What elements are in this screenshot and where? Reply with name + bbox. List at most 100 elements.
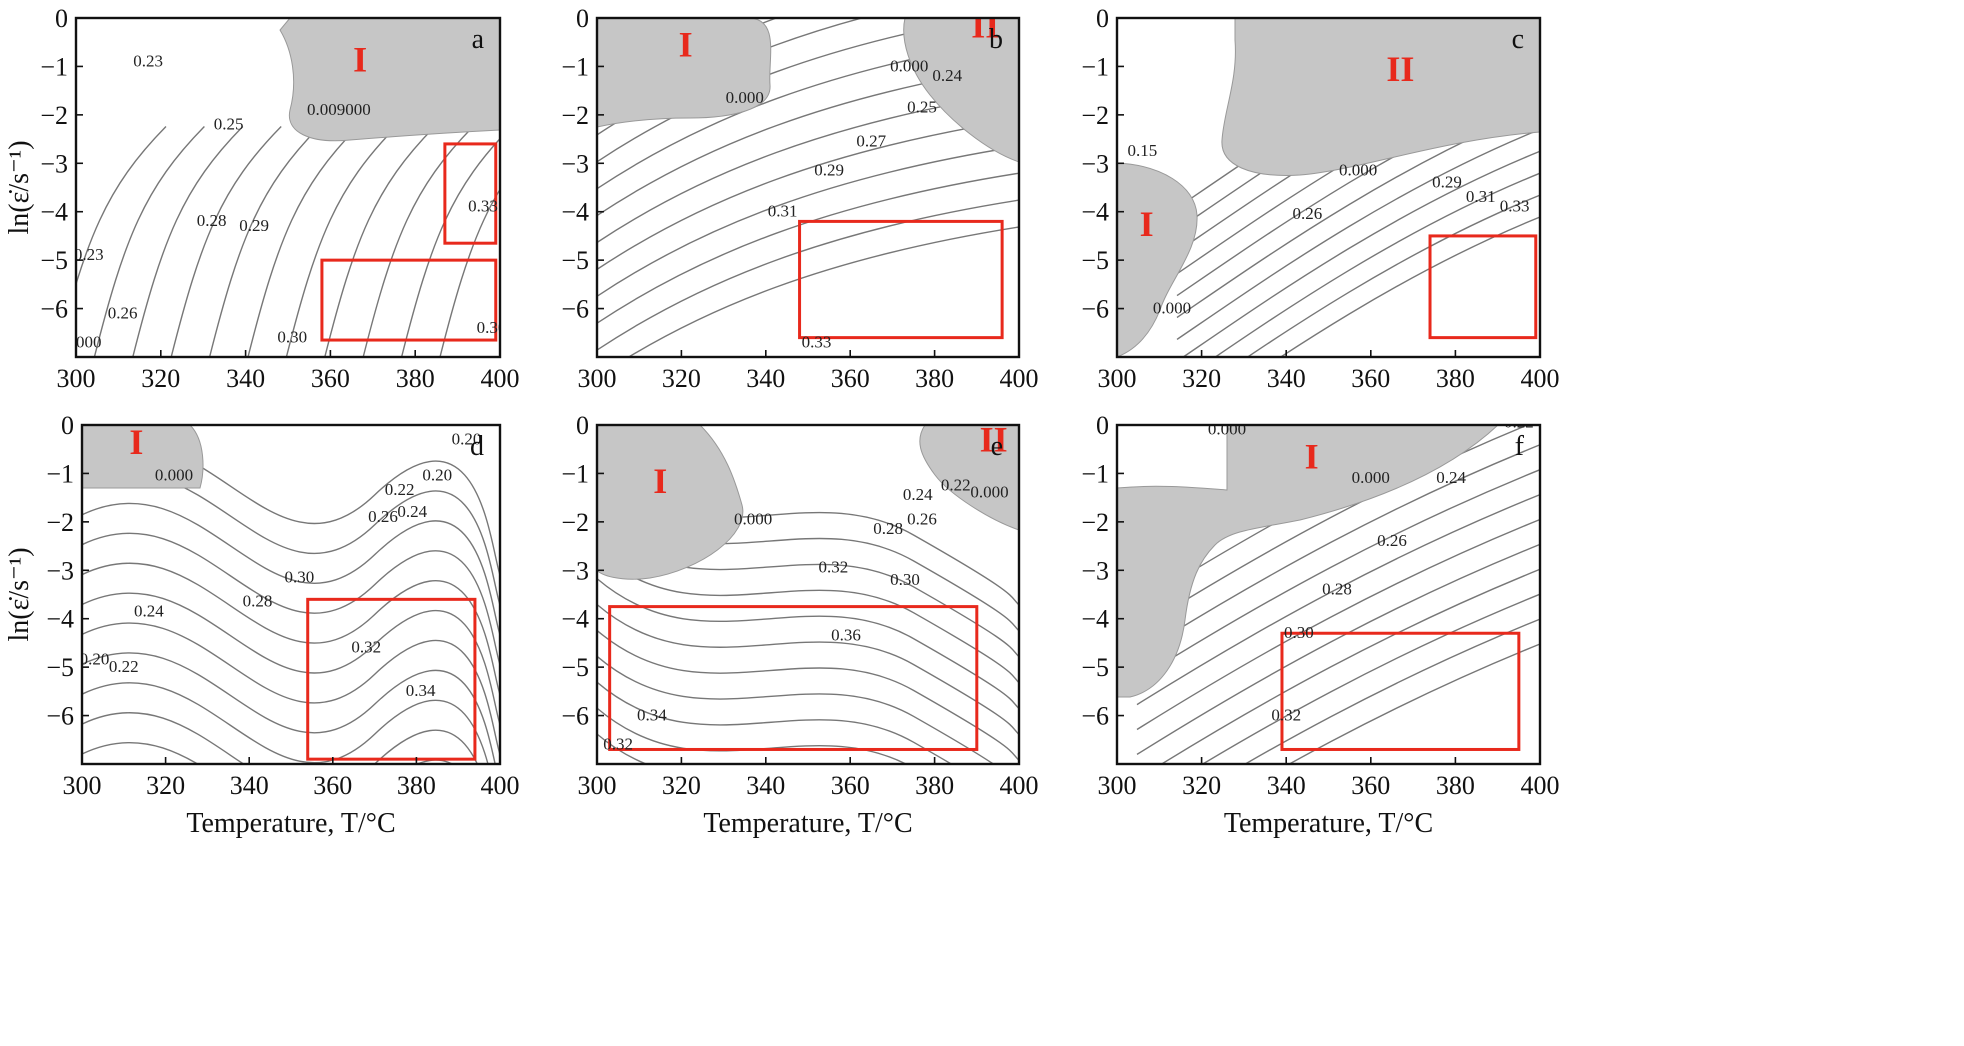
contour-label: 0.26 — [907, 509, 937, 528]
x-tick-label: 320 — [1182, 771, 1221, 800]
y-tick-label: −4 — [1081, 605, 1109, 634]
plot-area: 0.22 0.0000.240.260.280.0000.320.300.360.… — [597, 425, 1019, 764]
stable-domain-box — [1428, 234, 1538, 340]
x-tick-label: 300 — [578, 364, 617, 393]
stable-domain-box — [320, 258, 498, 342]
contour-label: 0.24 — [1436, 468, 1466, 487]
contour-label: 0.000 — [1153, 298, 1191, 317]
contour-label: 0.30 — [1284, 623, 1314, 642]
x-tick-label: 300 — [57, 364, 96, 393]
contour-label: 0.32 — [603, 734, 633, 753]
contour-label: 0.000 — [155, 466, 193, 485]
contour-label: 0.25 — [214, 114, 244, 133]
x-axis-label: Temperature, T/°C — [1224, 808, 1433, 839]
contour-line — [597, 603, 1019, 735]
contour-label: 0.32 — [1271, 705, 1301, 724]
panel-e: 0.22 0.0000.240.260.280.0000.320.300.360.… — [561, 411, 1038, 839]
contour-label: 0.24 — [397, 502, 427, 521]
y-tick-label: −2 — [40, 101, 68, 130]
y-tick-label: −5 — [1081, 246, 1109, 275]
contour-line — [93, 125, 205, 357]
contour-label: 0.24 — [134, 601, 164, 620]
y-tick-label: −3 — [1081, 556, 1109, 585]
x-tick-label: 380 — [396, 364, 435, 393]
plot-frame — [1115, 423, 1542, 766]
y-tick-label: −6 — [1081, 702, 1109, 731]
contour-line — [170, 125, 282, 357]
x-tick-label: 340 — [746, 364, 785, 393]
contour-line — [132, 125, 244, 357]
contour-label: 0.000 — [1339, 160, 1377, 179]
x-tick-label: 300 — [1098, 771, 1137, 800]
contour-label: 0.009000 — [307, 100, 371, 119]
contour-label: 0.28 — [243, 592, 273, 611]
y-tick-label: −1 — [1081, 52, 1109, 81]
contour-line — [82, 622, 500, 755]
x-tick-label: 340 — [1267, 771, 1306, 800]
contour-line — [82, 741, 453, 764]
y-tick-label: −5 — [46, 653, 74, 682]
region-label: I — [679, 25, 693, 65]
contour-line — [82, 682, 489, 764]
contour-label: 0.000 — [890, 56, 928, 75]
y-tick-label: −6 — [1081, 295, 1109, 324]
region-label: II — [971, 5, 999, 45]
x-tick-label: 380 — [397, 771, 436, 800]
y-tick-label: −2 — [1081, 101, 1109, 130]
y-tick-label: −2 — [561, 508, 589, 537]
y-tick-label: −5 — [40, 246, 68, 275]
region-label: I — [653, 461, 667, 501]
contour-label: 0.33 — [1500, 197, 1530, 216]
y-tick-label: −5 — [561, 653, 589, 682]
contour-line — [597, 681, 953, 764]
x-tick-label: 360 — [1351, 771, 1390, 800]
contour-label: 0.30 — [284, 567, 314, 586]
contour-label: 0.22 — [1504, 412, 1534, 431]
x-tick-label: 320 — [141, 364, 180, 393]
y-tick-label: −1 — [561, 52, 589, 81]
y-tick-label: −6 — [46, 702, 74, 731]
y-tick-label: 0 — [1096, 411, 1109, 440]
x-tick-label: 380 — [915, 771, 954, 800]
contour-line — [1246, 194, 1540, 357]
y-tick-label: −3 — [561, 149, 589, 178]
contour-label: 0.36 — [831, 626, 861, 645]
contour-label: 0.000 — [734, 509, 772, 528]
x-tick-label: 300 — [1098, 364, 1137, 393]
stable-domain-box — [443, 142, 498, 245]
x-tick-label: 360 — [311, 364, 350, 393]
contour-line — [208, 125, 321, 357]
contour-label: 0.000 — [970, 483, 1008, 502]
contour-label: 0.23 — [133, 51, 163, 70]
y-tick-label: −1 — [46, 459, 74, 488]
contour-label: 0.000 — [1208, 420, 1246, 439]
x-tick-label: 380 — [915, 364, 954, 393]
contour-label: 0.33 — [802, 332, 832, 351]
contour-line — [82, 562, 500, 695]
contour-line — [362, 125, 474, 357]
y-tick-label: −4 — [1081, 198, 1109, 227]
contour-line — [597, 118, 1019, 270]
contour-line — [247, 125, 359, 357]
contour-line — [324, 125, 436, 357]
contour-label: 0.30 — [890, 570, 920, 589]
contour-line — [597, 199, 1019, 351]
contour-label: 0.23 — [74, 245, 104, 264]
x-tick-label: 360 — [831, 364, 870, 393]
contour-line — [1287, 643, 1540, 764]
contour-label: 0.27 — [856, 131, 886, 150]
contour-label: 0.32 — [818, 558, 848, 577]
contour-label: 0.34 — [637, 705, 667, 724]
y-tick-label: 0 — [55, 4, 68, 33]
contour-line — [1136, 543, 1540, 755]
y-tick-label: 0 — [61, 411, 74, 440]
contour-line — [285, 125, 397, 357]
contour-label: 0.26 — [368, 507, 398, 526]
x-tick-label: 340 — [230, 771, 269, 800]
x-tick-label: 300 — [63, 771, 102, 800]
panel-f: 0.000 0.22 0.000 0.24 0.26 0.28 0.30 0.32 I f 300 3… — [1081, 411, 1559, 839]
contour-label: 0.20 — [452, 429, 482, 448]
y-tick-label: 0 — [576, 4, 589, 33]
y-tick-label: −1 — [40, 52, 68, 81]
x-tick-label: 360 — [313, 771, 352, 800]
